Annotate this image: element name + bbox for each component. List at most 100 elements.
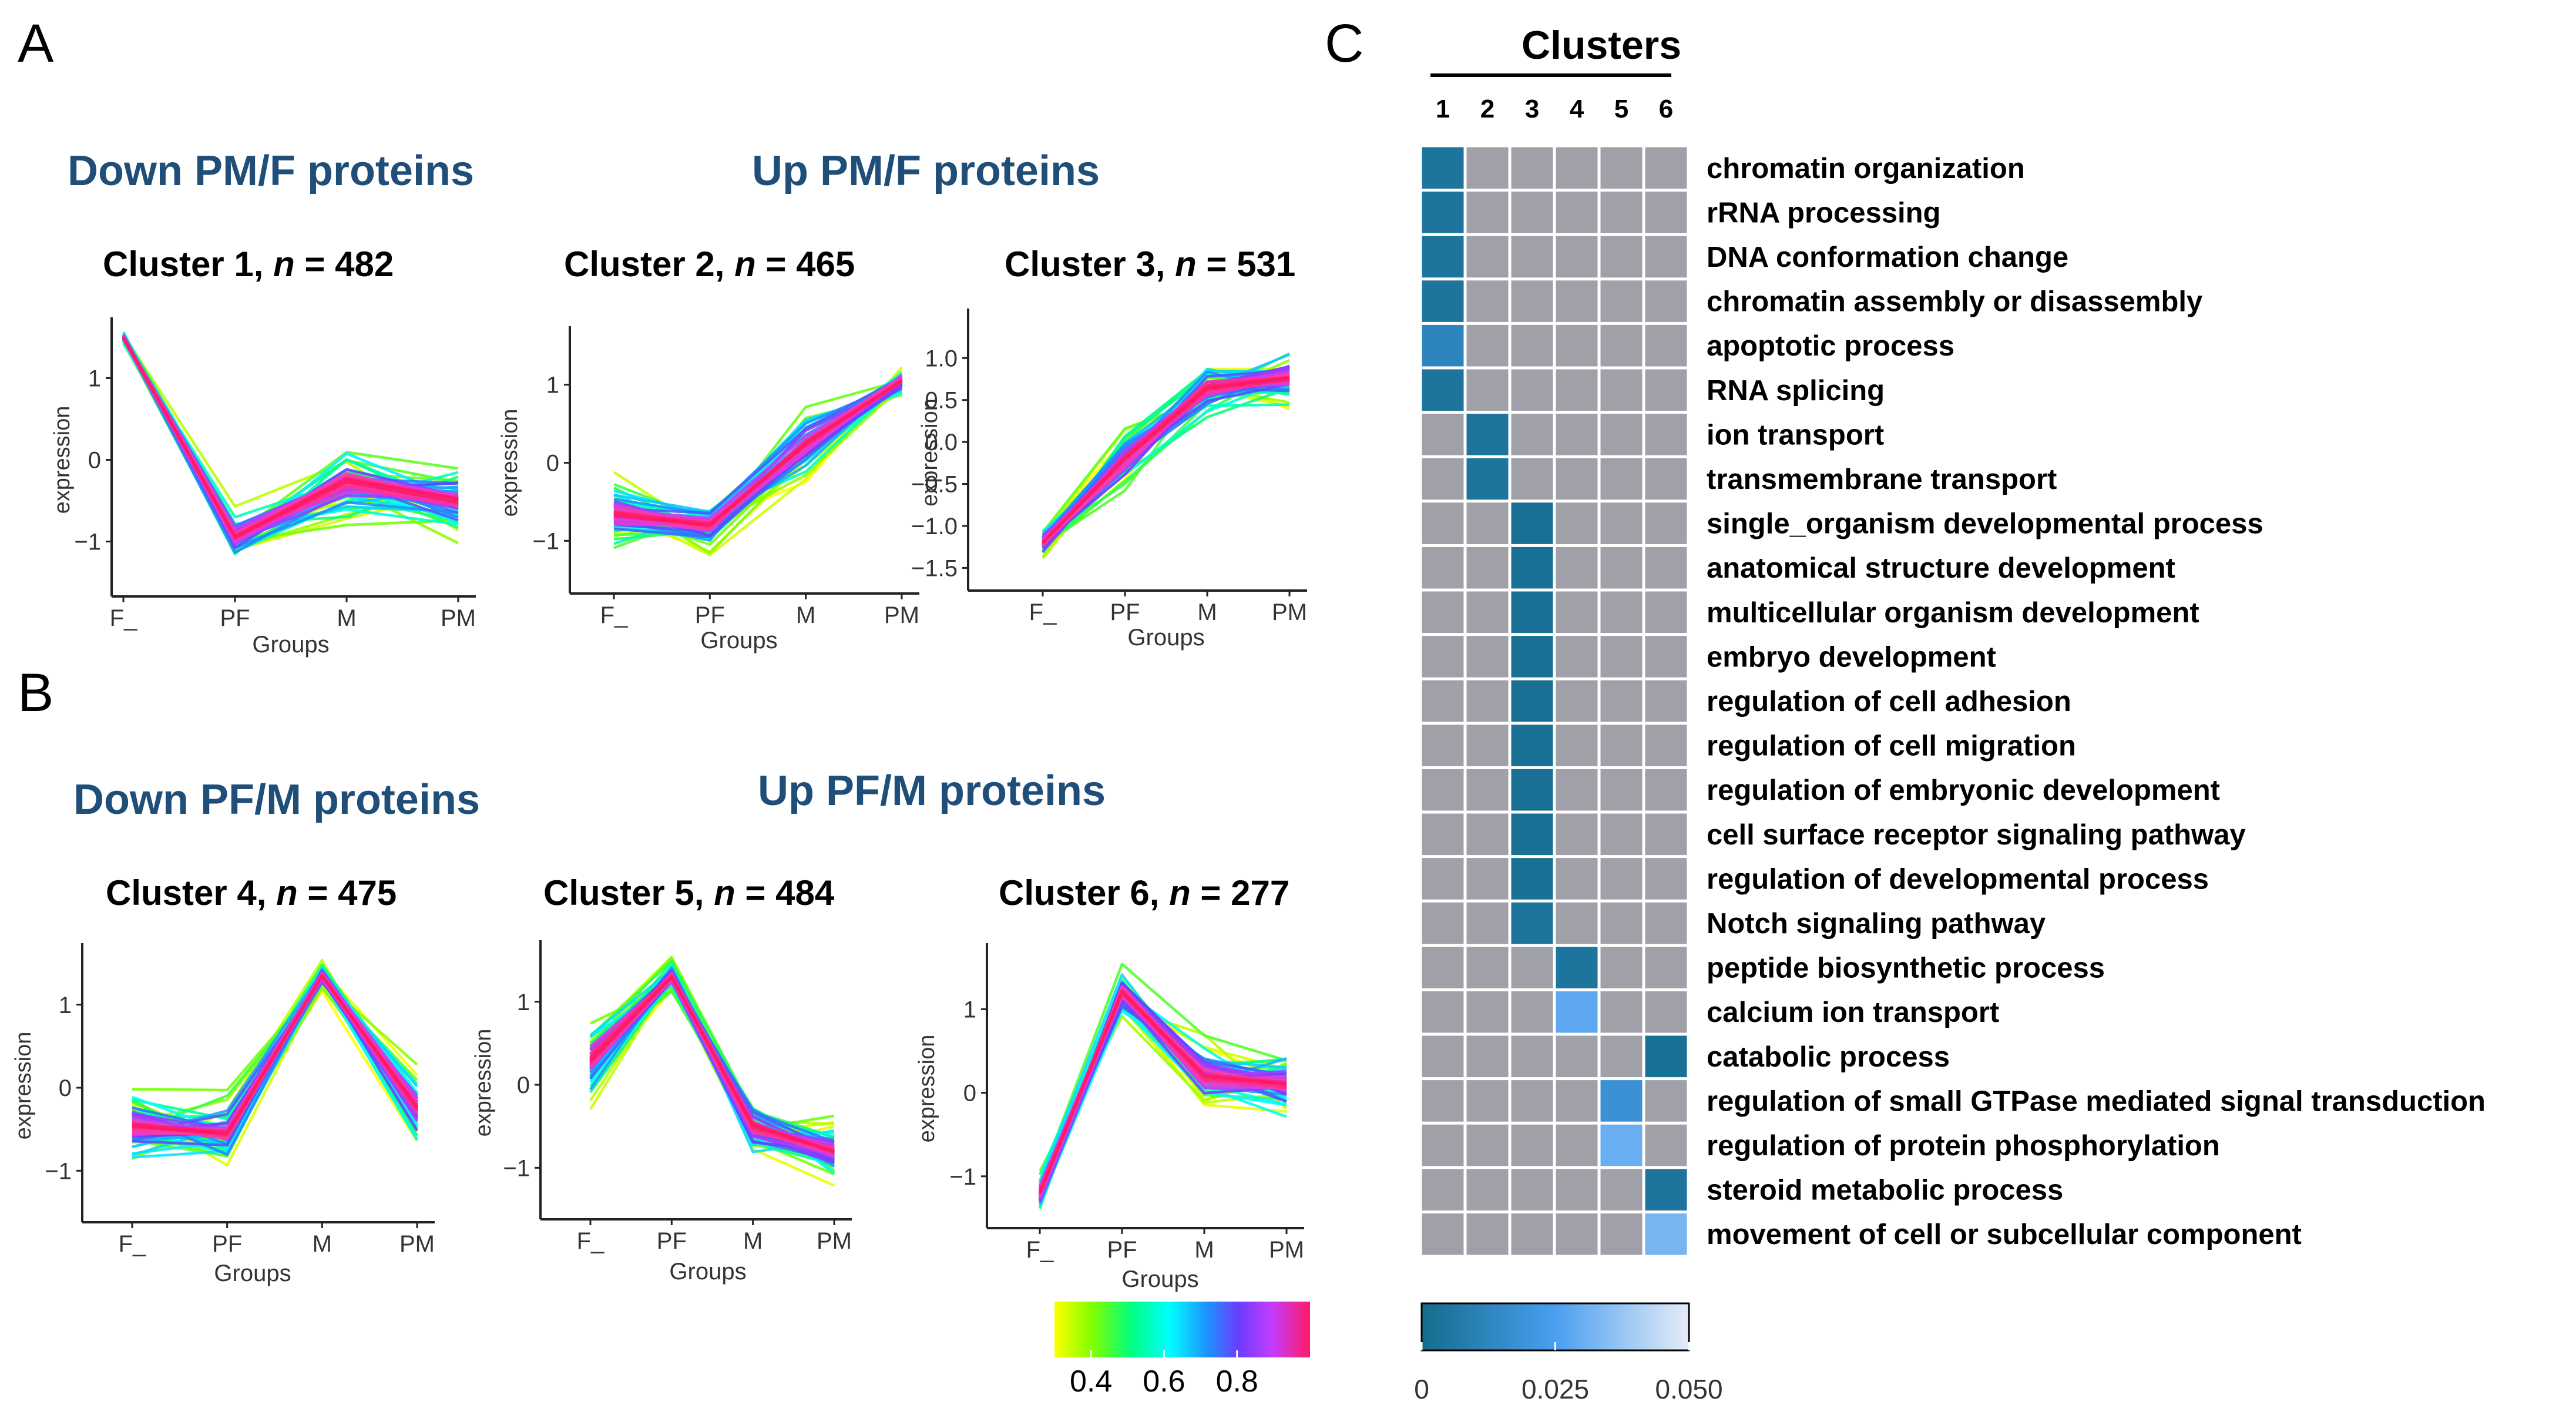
heatmap-cell xyxy=(1600,769,1643,811)
heatmap-cell xyxy=(1556,591,1598,633)
go-term-label: regulation of small GTPase mediated sign… xyxy=(1707,1085,2486,1117)
heatmap-cell xyxy=(1466,680,1509,722)
x-tick-label: PF xyxy=(695,602,725,628)
heatmap-cell xyxy=(1556,1035,1598,1078)
heatmap-title: Clusters xyxy=(1522,23,1681,68)
profile-lines xyxy=(1038,963,1288,1209)
go-term-label: catabolic process xyxy=(1707,1041,1950,1073)
heatmap-cell xyxy=(1600,236,1643,278)
x-tick-label: F_ xyxy=(110,605,137,631)
heatmap-cell xyxy=(1600,1035,1643,1078)
heatmap-cell xyxy=(1466,324,1509,367)
cluster-title-n: n xyxy=(1175,244,1197,284)
y-tick-label: 1 xyxy=(963,997,976,1022)
y-tick-label: −1 xyxy=(949,1164,976,1190)
heatmap-cell xyxy=(1645,236,1687,278)
go-term-label: ion transport xyxy=(1707,419,1884,451)
heatmap-cell xyxy=(1422,902,1464,944)
heatmap-cell xyxy=(1466,1169,1509,1211)
heatmap-column-label: 6 xyxy=(1659,95,1673,123)
profile-line xyxy=(589,976,835,1153)
heatmap-cell xyxy=(1645,813,1687,856)
heatmap-cell xyxy=(1511,458,1553,500)
heatmap-cell xyxy=(1422,680,1464,722)
x-tick-label: F_ xyxy=(577,1228,604,1254)
y-tick-label: −1 xyxy=(45,1158,72,1184)
heatmap-cell xyxy=(1466,769,1509,811)
heatmap-cell xyxy=(1511,591,1553,633)
cluster-3-chart: Cluster 3, n = 531 1.0 0.5 0.0 −0.5 −1.0 −1.5 F… xyxy=(911,244,1307,651)
heatmap-cell xyxy=(1645,192,1687,233)
go-term-label: apoptotic process xyxy=(1707,330,1954,362)
heatmap-cell xyxy=(1556,458,1598,500)
heatmap-cell xyxy=(1422,280,1464,322)
heatmap-cell xyxy=(1511,369,1553,411)
profile-line xyxy=(122,336,459,538)
go-term-label: movement of cell or subcellular componen… xyxy=(1707,1219,2302,1250)
go-term-label: embryo development xyxy=(1707,641,1996,673)
heatmap-cell xyxy=(1422,947,1464,988)
heatmap-cell xyxy=(1466,192,1509,233)
heatmap-cell xyxy=(1600,947,1643,988)
pvalue-tick-label: 0.050 xyxy=(1655,1374,1722,1404)
y-tick-label: 0 xyxy=(546,451,559,477)
profile-lines xyxy=(131,958,418,1167)
y-tick-label: 1 xyxy=(546,373,559,398)
y-axis-label: expression xyxy=(11,1032,36,1140)
panel-label-a: A xyxy=(18,14,54,73)
panel-label-b: B xyxy=(18,663,53,723)
go-term-label: rRNA processing xyxy=(1707,197,1940,229)
cluster-title-count: = 277 xyxy=(1191,873,1290,913)
heatmap-cell xyxy=(1645,1124,1687,1166)
x-tick-label: F_ xyxy=(1026,1237,1054,1263)
go-term-label: single_organism developmental process xyxy=(1707,508,2263,540)
heatmap-cell xyxy=(1645,1169,1687,1211)
cluster-title-n: n xyxy=(273,244,295,284)
heatmap-cell xyxy=(1511,414,1553,455)
y-axis-label: expression xyxy=(918,398,942,507)
heatmap-cell xyxy=(1645,991,1687,1033)
y-tick-label: −1.0 xyxy=(911,514,958,539)
heatmap-cell xyxy=(1422,858,1464,900)
heatmap-cell xyxy=(1600,414,1643,455)
profile-lines xyxy=(122,331,459,556)
cluster-title-count: = 465 xyxy=(756,244,855,284)
heatmap-cell xyxy=(1556,1213,1598,1255)
heatmap-cell xyxy=(1600,324,1643,367)
heatmap-cell xyxy=(1511,858,1553,900)
heatmap-cell xyxy=(1645,902,1687,944)
heatmap-cell xyxy=(1645,369,1687,411)
heatmap-cell xyxy=(1466,546,1509,589)
heatmap-cell xyxy=(1511,236,1553,278)
go-term-label: RNA splicing xyxy=(1707,375,1885,407)
heatmap-cell xyxy=(1556,369,1598,411)
heatmap-column-label: 4 xyxy=(1570,95,1584,123)
heatmap-column-label: 3 xyxy=(1525,95,1539,123)
pvalue-scale-ticks: 0 0.025 0.050 xyxy=(1414,1342,1723,1404)
profile-line xyxy=(1038,1005,1287,1205)
heatmap-cell xyxy=(1645,591,1687,633)
x-tick-label: PM xyxy=(884,602,919,628)
membership-tick-label: 0.8 xyxy=(1216,1364,1258,1399)
heatmap-cell xyxy=(1422,458,1464,500)
heading-down-pmf: Down PM/F proteins xyxy=(68,147,474,195)
x-tick-label: PF xyxy=(220,605,250,631)
y-axis-label: expression xyxy=(915,1035,939,1143)
heatmap-cell xyxy=(1645,1080,1687,1122)
heatmap-cell xyxy=(1645,947,1687,988)
heatmap-cell xyxy=(1600,546,1643,589)
go-term-label: multicellular organism development xyxy=(1707,597,2199,629)
heatmap-cell xyxy=(1645,1213,1687,1255)
x-tick-label: M xyxy=(796,602,815,628)
y-axis-label: expression xyxy=(50,406,75,514)
x-tick-label: M xyxy=(743,1228,763,1254)
x-tick-label: M xyxy=(313,1231,332,1257)
heatmap-cell xyxy=(1556,725,1598,766)
profile-line xyxy=(132,974,418,1135)
heatmap-cell xyxy=(1422,1169,1464,1211)
x-axis-label: Groups xyxy=(700,628,777,653)
cluster-title-n: n xyxy=(276,873,298,913)
cluster-title: Cluster 5, n = 484 xyxy=(543,873,835,913)
x-axis-label: Groups xyxy=(214,1260,291,1286)
heatmap-cell xyxy=(1600,502,1643,544)
